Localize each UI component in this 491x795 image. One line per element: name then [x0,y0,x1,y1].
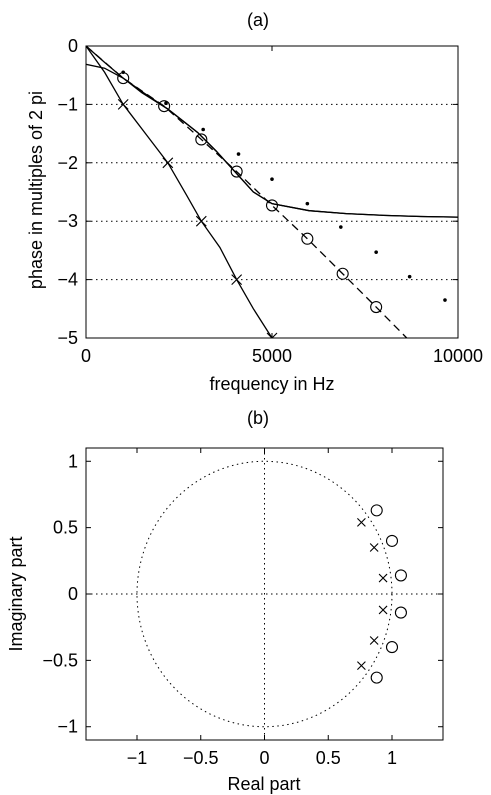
panel-a-dot-marker [236,152,241,156]
panel-a-y-tick-label: −2 [57,153,78,173]
panel-b-y-tick-label: −0.5 [42,650,78,670]
panel-b-x-tick-label: 0 [259,748,269,768]
panel-a-title: (a) [247,10,269,30]
panel-a-dot-marker [305,201,310,206]
panel-a-circle-marker [158,100,171,113]
panel-b-y-tick-label: 0 [68,584,78,604]
panel-a-x-marker [231,274,243,285]
panel-a-circle-marker [370,300,383,314]
panel-a-series [86,46,458,338]
panel-a-y-axis-label: phase in multiples of 2 pi [26,91,46,289]
panel-b-zero-marker [394,569,407,582]
panel-b-zero-marker [394,606,407,619]
panel-a-y-tick-label: 0 [68,36,78,56]
panel-a-x-tick-label: 5000 [252,346,292,366]
panel-a-dot-marker [201,127,205,132]
panel-a-axes-box [85,45,459,339]
panel-a-dot-marker [374,250,378,254]
panel-b-pole-marker [378,605,388,615]
panel-b-x-tick-label: 0.5 [316,748,341,768]
panel-a-y-tick-label: −5 [57,328,78,348]
panel-b-pole-marker [357,661,366,671]
panel-b-x-tick-label: −0.5 [183,748,219,768]
panel-a-dot-marker [164,101,168,106]
panel-b-x-tick-label: −1 [127,748,148,768]
panel-b-series [357,504,407,684]
panel-a-x-axis-label: frequency in Hz [209,374,334,394]
panel-b-pole-zero-plot: (b) 1 0.5 0 −0.5 −1 −1 −0.5 0 0.5 1 Real part Ima… [6,408,444,794]
panel-a-x-marker [266,332,278,338]
panel-b-y-tick-label: −1 [57,717,78,737]
panel-b-title: (b) [247,408,269,428]
panel-a-series-line-0 [86,46,458,218]
panel-a-x-tick-label: 10000 [433,346,483,366]
panel-a-y-tick-label: −4 [57,270,78,290]
panel-b-pole-marker [369,543,379,552]
panel-a-circle-marker [230,165,243,178]
panel-a-ticks: 0−1−2−3−4−50 5000 10000 [57,36,483,366]
panel-a-circle-marker [301,232,314,245]
panel-b-zero-marker [385,641,399,654]
panel-b-zero-marker [370,671,383,684]
panel-a-phase-plot: (a) 0−1−2−3−4−50 5000 10000 frequency in H… [26,10,483,394]
panel-b-y-tick-label: 0.5 [53,518,78,538]
panel-a-grid [86,103,458,281]
panel-a-dot-marker [407,274,412,279]
panel-b-pole-marker [378,573,388,583]
panel-b-y-tick-label: 1 [68,451,78,471]
panel-a-series-line-2 [86,46,408,338]
panel-b-zero-marker [385,534,399,547]
panel-a-dot-marker [339,225,343,229]
panel-a-y-tick-label: −1 [57,94,78,114]
panel-b-pole-marker [369,636,379,645]
panel-a-series-line-3 [86,46,273,338]
panel-b-x-axis-label: Real part [227,774,300,794]
panel-a-x-marker [162,157,174,169]
panel-b-pole-marker [357,517,366,527]
panel-a-dot-marker [443,298,447,302]
panel-a-y-tick-label: −3 [57,211,78,231]
panel-b-ticks: 1 0.5 0 −0.5 −1 −1 −0.5 0 0.5 1 [42,448,443,768]
panel-b-x-tick-label: 1 [387,748,397,768]
panel-a-dot-marker [270,177,274,181]
panel-a-x-marker [117,99,129,110]
panel-a-dot-marker [121,70,125,75]
panel-a-x-marker [195,215,207,227]
panel-b-y-axis-label: Imaginary part [6,536,26,651]
panel-b-zero-marker [370,504,383,517]
panel-b-guides [86,448,443,740]
panel-a-x-tick-label: 0 [81,346,91,366]
panel-a-series-line-1 [86,63,458,218]
panel-a-circle-marker [265,199,279,212]
panel-a-circle-marker [195,133,208,146]
panel-a-circle-marker [336,267,349,280]
